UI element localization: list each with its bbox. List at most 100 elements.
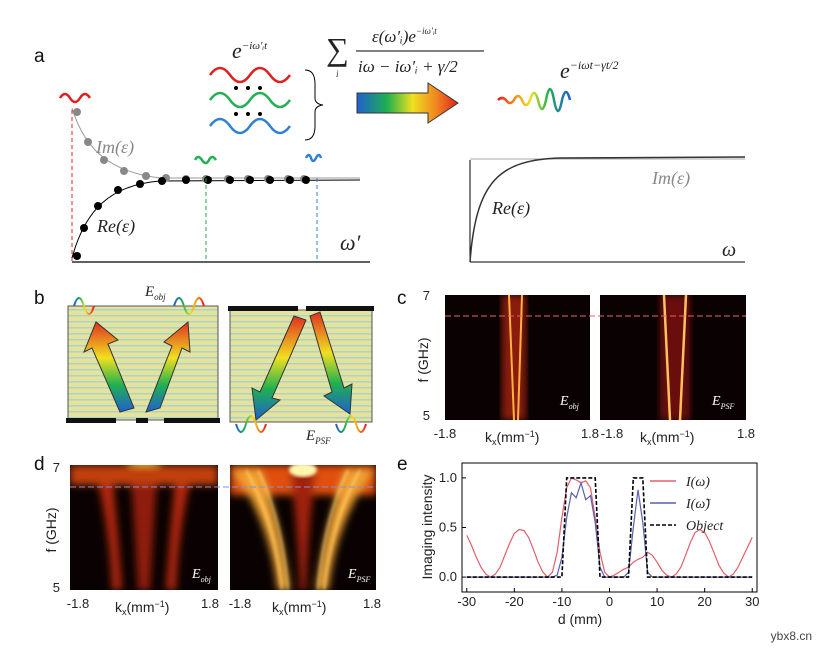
x-label-base: k bbox=[485, 429, 493, 445]
base: E bbox=[711, 394, 721, 409]
x-axis-label: kx(mm−1) bbox=[272, 599, 326, 617]
field-label: Eobj bbox=[144, 284, 166, 302]
x-label: ω bbox=[722, 239, 736, 261]
watermark: ybx8.cn bbox=[771, 629, 812, 643]
x-label-sub: x bbox=[279, 607, 284, 617]
x-label-end: ) bbox=[322, 599, 327, 615]
panel-label: e bbox=[397, 454, 408, 475]
x-tick-label: -1.8 bbox=[601, 426, 623, 441]
re-label: Re(ε) bbox=[491, 198, 530, 219]
y-tick-label: 7 bbox=[53, 460, 60, 475]
exponent: −iωt−γt/2 bbox=[570, 58, 619, 72]
x-label-end: ) bbox=[535, 429, 540, 445]
im-label: Im(ε) bbox=[95, 137, 134, 158]
legend-label: I(ω̃) bbox=[685, 497, 711, 512]
panel-label: a bbox=[34, 46, 45, 67]
base: E bbox=[305, 428, 315, 444]
x-tick-label: -30 bbox=[457, 594, 476, 609]
panel-label: b bbox=[34, 288, 45, 309]
x-tick-label: -20 bbox=[505, 594, 524, 609]
y-tick-label: 5 bbox=[53, 580, 60, 595]
x-tick-label: 1.8 bbox=[201, 596, 219, 611]
legend-label: Object bbox=[686, 519, 724, 534]
x-tick-label: 20 bbox=[697, 594, 711, 609]
panel-c: 7 5 f (GHz) -1.8 1.8 -1.8 1.8 kx(mm−1) k… bbox=[415, 288, 755, 447]
denominator: iω − iω′ᵢ + γ/2 bbox=[358, 57, 458, 76]
map-label: Eobj bbox=[191, 567, 212, 584]
x-label-mid: (mm bbox=[497, 429, 525, 445]
x-axis-label: kx(mm−1) bbox=[115, 599, 169, 617]
x-tick-label: 1.8 bbox=[581, 426, 599, 441]
x-label-sup: −1 bbox=[680, 429, 690, 439]
base: e bbox=[232, 38, 242, 63]
y-tick-label: 1.0 bbox=[439, 470, 457, 485]
panel-a: Im(ε) Re(ε) ω′ e−iω′ᵢt ∑ i ε(ω′ᵢ)e−iω′ᵢt… bbox=[58, 26, 746, 263]
x-label-mid: (mm bbox=[284, 599, 312, 615]
series-line bbox=[466, 477, 753, 578]
x-label: ω′ bbox=[340, 230, 362, 255]
x-axis-label: d (mm) bbox=[558, 611, 602, 627]
subscript: obj bbox=[201, 575, 212, 584]
x-tick-label: 0 bbox=[606, 594, 613, 609]
panel-b: Eobj EPSF bbox=[66, 284, 374, 446]
subscript: PSF bbox=[356, 575, 371, 584]
legend-label: I(ω) bbox=[685, 475, 710, 490]
x-tick-label: -1.8 bbox=[67, 596, 89, 611]
x-label-end: ) bbox=[690, 429, 695, 445]
x-label-sup: −1 bbox=[312, 599, 322, 609]
y-tick-label: 0.5 bbox=[439, 520, 457, 535]
panel-d: 7 5 f (GHz) -1.8 1.8 -1.8 1.8 kx(mm−1) k… bbox=[43, 460, 381, 617]
x-tick-label: 10 bbox=[650, 594, 664, 609]
x-tick-label: 1.8 bbox=[737, 426, 755, 441]
y-axis-label: Imaging intensity bbox=[419, 474, 435, 579]
sum-index: i bbox=[336, 69, 339, 79]
x-tick-label: -10 bbox=[553, 594, 572, 609]
x-tick-label: 30 bbox=[745, 594, 759, 609]
x-label-mid: (mm bbox=[127, 599, 155, 615]
panel-label: d bbox=[34, 454, 45, 475]
x-tick-label: 1.8 bbox=[363, 596, 381, 611]
numerator-exponent: −iω′ᵢt bbox=[416, 26, 437, 36]
subscript: PSF bbox=[720, 402, 735, 411]
base: E bbox=[144, 284, 154, 300]
x-tick-label: -1.8 bbox=[434, 426, 456, 441]
subscript: PSF bbox=[314, 436, 331, 446]
base: E bbox=[559, 394, 569, 409]
x-axis-label: kx(mm−1) bbox=[640, 429, 694, 447]
x-label-base: k bbox=[640, 429, 648, 445]
sum-symbol: ∑ bbox=[326, 31, 349, 67]
x-label-sub: x bbox=[647, 437, 652, 447]
y-tick-label: 5 bbox=[423, 408, 430, 423]
x-tick-label: -1.8 bbox=[229, 596, 251, 611]
re-label: Re(ε) bbox=[96, 216, 135, 237]
subscript: obj bbox=[154, 292, 166, 302]
y-tick-label: 0.0 bbox=[439, 569, 457, 584]
base: E bbox=[191, 567, 201, 582]
x-label-sub: x bbox=[492, 437, 497, 447]
numerator: ε(ω′ᵢ)e−iω′ᵢt bbox=[372, 26, 437, 46]
numerator-base: ε(ω′ᵢ)e bbox=[372, 27, 416, 46]
subscript: obj bbox=[569, 402, 580, 411]
y-axis-label: f (GHz) bbox=[415, 337, 431, 382]
wave-term: e−iω′ᵢt bbox=[232, 38, 268, 63]
x-label-sub: x bbox=[122, 607, 127, 617]
y-axis-label: f (GHz) bbox=[43, 507, 59, 552]
x-label-end: ) bbox=[165, 599, 170, 615]
x-label-sup: −1 bbox=[525, 429, 535, 439]
result-term: e−iωt−γt/2 bbox=[560, 58, 619, 83]
map-label: EPSF bbox=[711, 394, 734, 411]
field-label: EPSF bbox=[305, 428, 331, 446]
x-label-base: k bbox=[272, 599, 280, 615]
y-tick-label: 7 bbox=[423, 288, 430, 303]
x-label-mid: (mm bbox=[652, 429, 680, 445]
map-label: EPSF bbox=[347, 567, 370, 584]
x-label-sup: −1 bbox=[155, 599, 165, 609]
panel-label: c bbox=[397, 288, 407, 309]
map-label: Eobj bbox=[559, 394, 580, 411]
exponent: −iω′ᵢt bbox=[242, 40, 268, 52]
x-label-base: k bbox=[115, 599, 123, 615]
x-axis-label: kx(mm−1) bbox=[485, 429, 539, 447]
im-label: Im(ε) bbox=[651, 168, 690, 189]
base: e bbox=[560, 58, 570, 83]
